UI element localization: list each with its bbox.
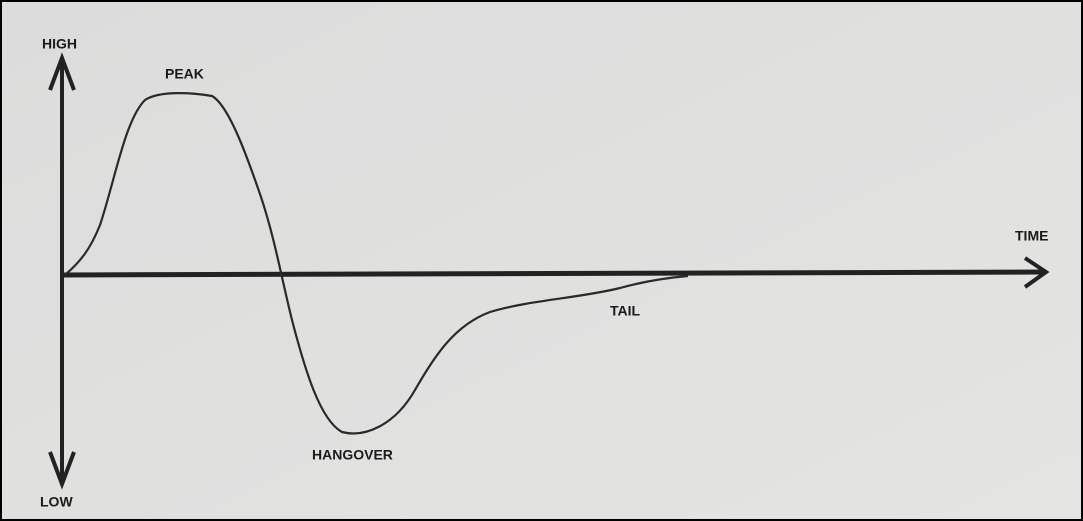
label-low: LOW bbox=[40, 494, 73, 510]
frame bbox=[1, 1, 1082, 520]
label-tail: TAIL bbox=[610, 303, 641, 319]
page: HIGH LOW PEAK TIME TAIL HANGOVER (() => … bbox=[0, 0, 1083, 521]
label-peak: PEAK bbox=[165, 66, 204, 82]
x-axis bbox=[62, 272, 1045, 275]
label-hangover: HANGOVER bbox=[312, 447, 393, 463]
label-high: HIGH bbox=[42, 36, 77, 52]
diagram: HIGH LOW PEAK TIME TAIL HANGOVER bbox=[0, 0, 1083, 521]
label-time: TIME bbox=[1015, 228, 1048, 244]
